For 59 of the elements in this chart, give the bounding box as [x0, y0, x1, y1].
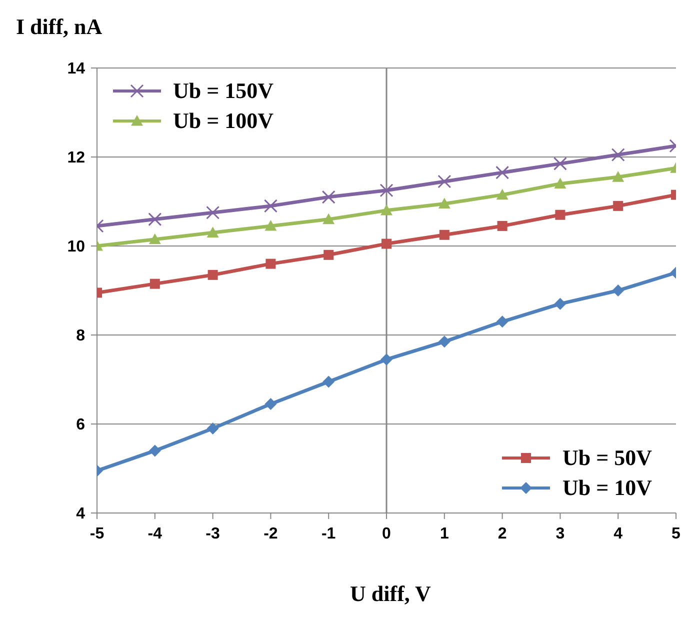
point	[206, 226, 219, 238]
x-tick-label: -5	[90, 525, 104, 542]
point	[380, 353, 392, 366]
point	[380, 204, 392, 216]
y-tick-label: 12	[67, 150, 86, 167]
legend-label: Ub = 50V	[562, 444, 652, 472]
x-tick-label: 2	[498, 525, 507, 542]
point	[206, 422, 219, 434]
point	[553, 156, 567, 170]
y-tick-label: 10	[67, 238, 86, 256]
point	[612, 171, 624, 182]
point	[264, 398, 277, 410]
point	[611, 148, 625, 162]
point	[613, 200, 624, 211]
x-axis-title: U diff, V	[349, 581, 432, 607]
x-tick-label: -2	[264, 525, 278, 542]
point	[439, 230, 450, 240]
point	[322, 213, 335, 224]
x-tick-label: 5	[672, 525, 681, 542]
y-axis-title: I diff, nA	[16, 14, 102, 40]
legend-label: Ub = 150V	[173, 77, 274, 105]
point	[554, 178, 566, 188]
y-tick-label: 6	[76, 416, 86, 434]
x-tick-label: -1	[321, 525, 336, 542]
point	[496, 188, 508, 200]
legend-label: Ub = 100V	[173, 107, 274, 135]
point	[322, 376, 335, 388]
x-tick-label: 3	[556, 525, 565, 542]
point	[206, 206, 220, 220]
point	[208, 270, 218, 280]
point	[264, 220, 277, 231]
y-tick-label: 8	[76, 328, 86, 345]
legend-label: Ub = 10V	[562, 474, 652, 502]
point	[380, 184, 394, 198]
point	[266, 258, 276, 269]
point	[148, 212, 162, 226]
point	[554, 298, 566, 310]
point	[264, 199, 278, 213]
y-tick-label: 14	[67, 60, 86, 78]
point	[148, 233, 161, 244]
point	[322, 190, 336, 204]
point	[555, 210, 566, 220]
x-tick-label: 1	[440, 525, 449, 542]
point	[438, 198, 450, 209]
point	[612, 284, 624, 296]
point	[324, 250, 334, 260]
point	[382, 238, 392, 249]
x-tick-label: -3	[206, 525, 220, 542]
point	[438, 174, 452, 188]
point	[148, 444, 161, 457]
point	[496, 316, 508, 328]
point	[496, 166, 510, 180]
x-tick-label: 0	[382, 525, 392, 542]
point	[497, 220, 508, 231]
x-tick-label: -4	[148, 525, 162, 542]
x-tick-label: 4	[614, 525, 623, 542]
point	[438, 336, 450, 348]
y-tick-label: 4	[76, 506, 86, 523]
point	[150, 278, 160, 289]
